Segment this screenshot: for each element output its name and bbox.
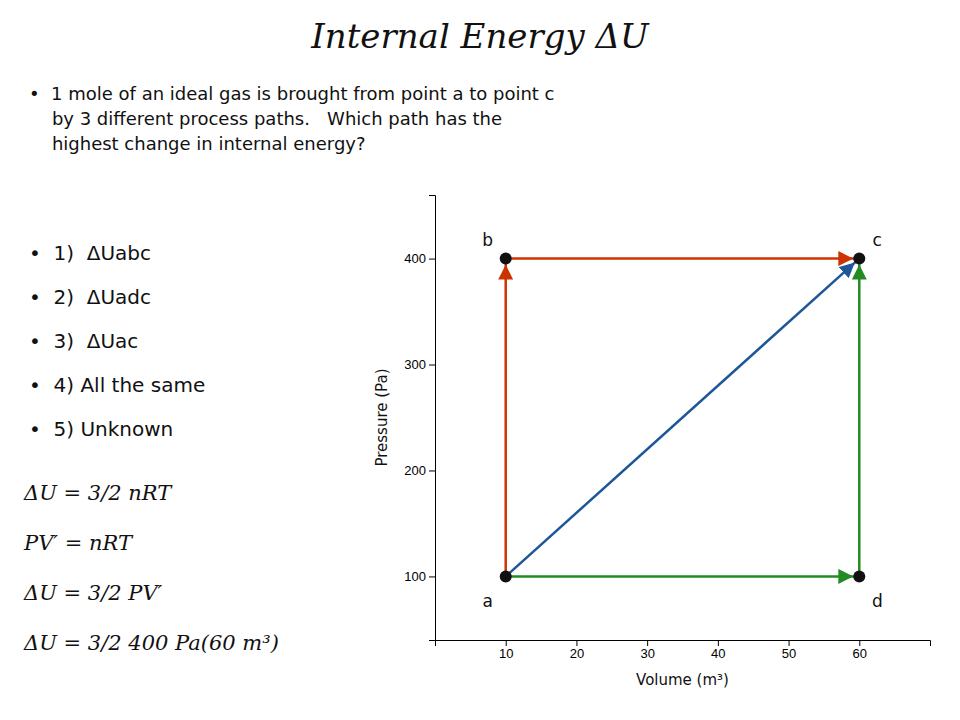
path-segment [504,259,507,577]
choice-text: • 1) ΔUabc [29,241,151,265]
tick: 300 [404,357,435,372]
tick-label: 200 [404,463,426,478]
point-label: c [873,230,882,250]
tick: 50 [782,640,796,661]
chart-svg: Internal Energy ΔU • 1 mole of an ideal g… [0,0,960,720]
tick-label: 50 [782,646,796,661]
tick: 60 [853,640,867,661]
point-label: d [872,591,883,611]
tick: 20 [570,640,584,661]
x-axis-title: Volume (m³) [636,671,729,689]
tick-mark [718,640,719,646]
tick-mark [859,640,860,646]
choice-text: • 3) ΔUac [29,329,138,353]
chart-container: Internal Energy ΔU • 1 mole of an ideal g… [0,0,960,720]
tick-label: 400 [404,251,426,266]
tick: 40 [711,640,725,661]
tick-mark [429,365,435,366]
intro-text: • 1 mole of an ideal gas is brought from… [29,83,555,104]
y-axis-title: Pressure (Pa) [373,368,391,466]
plot-area [500,253,866,583]
equation-text: ΔU = 3/2 PV′ [23,581,163,605]
tick-mark [429,470,435,471]
tick-mark [576,640,577,646]
point [853,570,865,582]
tick: 30 [640,640,654,661]
choice-text: • 5) Unknown [29,417,173,441]
y-axis: 100 200 300 400 [404,196,435,641]
tick: 10 [499,640,513,661]
path-segment [858,259,861,577]
axis-line [436,641,931,647]
point-label: b [482,230,493,250]
tick-label: 40 [711,646,725,661]
x-axis: 10 20 30 40 50 60 [436,640,931,661]
title: Internal Energy ΔU [310,16,650,56]
point [500,253,512,265]
axis-line [429,196,436,641]
tick-label: 20 [570,646,584,661]
tick: 200 [404,463,435,478]
tick: 400 [404,251,435,266]
equation-text: ΔU = 3/2 400 Pa(60 m³) [23,631,279,655]
tick: 100 [404,569,435,584]
equation-text: ΔU = 3/2 nRT [23,481,173,505]
point [853,253,865,265]
tick-label: 100 [404,569,426,584]
tick-mark [429,259,435,260]
tick-label: 10 [499,646,513,661]
intro-text: by 3 different process paths. Which path… [29,108,502,129]
tick-label: 30 [640,646,654,661]
path-segment [506,575,860,578]
tick-mark [647,640,648,646]
equation-text: PV′ = nRT [23,531,134,555]
choice-text: • 2) ΔUadc [29,285,151,309]
point-label: a [483,591,493,611]
intro-text: highest change in internal energy? [29,133,366,154]
point [500,570,512,582]
tick-mark [429,576,435,577]
point-labels: a b c d [482,230,882,612]
tick-mark [789,640,790,646]
tick-mark [506,640,507,646]
path-segment [506,257,860,260]
tick-label: 60 [853,646,867,661]
tick-label: 300 [404,357,426,372]
choice-text: • 4) All the same [29,373,205,397]
path-segment [506,259,860,577]
